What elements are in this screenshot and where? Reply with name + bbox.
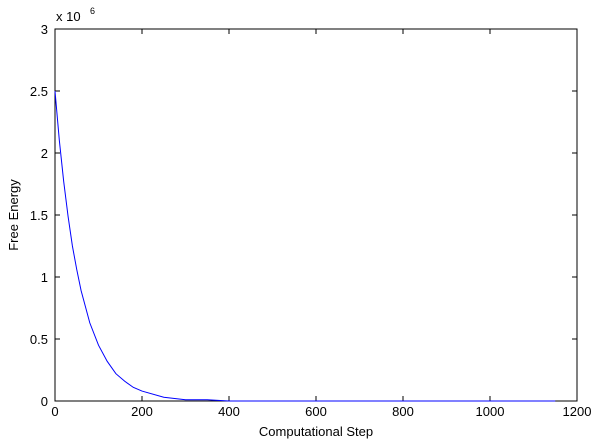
y-tick-label: 1.5 xyxy=(30,208,48,223)
y-tick-label: 2.5 xyxy=(30,84,48,99)
x-tick-label: 800 xyxy=(392,404,414,419)
x-tick-label: 200 xyxy=(131,404,153,419)
x-tick-label: 1000 xyxy=(476,404,505,419)
y-axis-title: Free Energy xyxy=(6,179,21,251)
line xyxy=(54,90,556,402)
x-tick-label: 1200 xyxy=(563,404,592,419)
y-tick-label: 0.5 xyxy=(30,332,48,347)
y-tick-label: 2 xyxy=(41,146,48,161)
y-tick-label: 1 xyxy=(41,270,48,285)
x-tick-label: 0 xyxy=(51,404,58,419)
x-tick-label: 600 xyxy=(305,404,327,419)
y-multiplier: x 10 xyxy=(56,9,81,24)
y-multiplier-power: 6 xyxy=(90,6,95,16)
y-tick-label: 3 xyxy=(41,22,48,37)
plot-frame xyxy=(54,28,578,402)
y-tick-label: 0 xyxy=(41,394,48,409)
x-axis-title: Computational Step xyxy=(259,424,373,439)
x-tick-label: 400 xyxy=(218,404,240,419)
